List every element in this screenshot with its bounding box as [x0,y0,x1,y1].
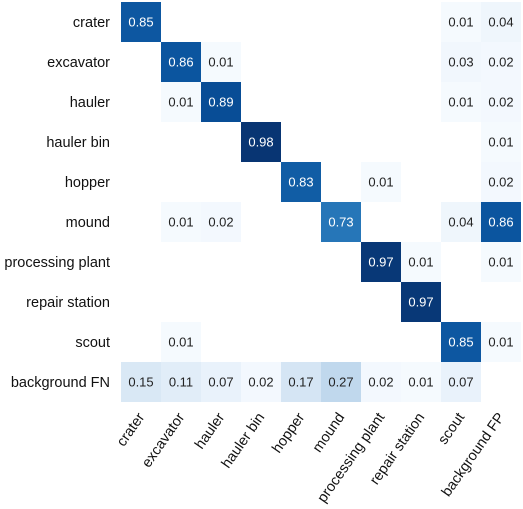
heatmap-value-label: 0.85 [128,15,153,30]
heatmap-value-label: 0.97 [408,295,433,310]
heatmap-value-label: 0.89 [208,95,233,110]
heatmap-cells [121,2,521,402]
heatmap-cell [121,362,161,402]
heatmap-value-label: 0.83 [288,175,313,190]
row-label-scout: scout [75,335,110,351]
heatmap-cell [201,82,241,122]
heatmap-cell [241,122,281,162]
heatmap-cell [161,42,201,82]
heatmap-value-label: 0.02 [488,175,513,190]
heatmap-value-label: 0.02 [248,375,273,390]
row-label-processing-plant: processing plant [4,255,110,271]
heatmap-cell [321,362,361,402]
heatmap-cell [441,82,481,122]
row-label-repair-station: repair station [26,295,110,311]
heatmap-cell [161,362,201,402]
heatmap-cell [481,322,521,362]
heatmap-value-label: 0.01 [208,55,233,70]
heatmap-cell [161,202,201,242]
heatmap-value-label: 0.85 [448,335,473,350]
heatmap-cell [481,202,521,242]
heatmap-value-label: 0.01 [408,375,433,390]
col-label-mound: mound [310,410,349,456]
row-label-mound: mound [66,215,110,231]
row-label-hauler: hauler [70,95,110,111]
heatmap-value-label: 0.02 [368,375,393,390]
heatmap-value-label: 0.01 [448,15,473,30]
heatmap-value-label: 0.98 [248,135,273,150]
row-label-excavator: excavator [47,55,110,71]
heatmap-cell [241,362,281,402]
heatmap-cell [481,242,521,282]
heatmap-value-label: 0.03 [448,55,473,70]
heatmap-cell [321,202,361,242]
heatmap-cell [201,202,241,242]
heatmap-cell [361,242,401,282]
heatmap-cell [121,2,161,42]
heatmap-cell [361,362,401,402]
col-label-scout: scout [435,410,468,448]
heatmap-value-label: 0.73 [328,215,353,230]
heatmap-cell [481,2,521,42]
col-label-hopper: hopper [269,410,308,456]
heatmap-value-label: 0.86 [488,215,513,230]
heatmap-value-label: 0.07 [448,375,473,390]
heatmap-cell [401,362,441,402]
heatmap-cell [441,322,481,362]
heatmap-value-labels: 0.85 0.01 0.04 0.86 0.01 0.03 0.02 0.01 0.89 0.01… [128,15,513,390]
heatmap-cell [441,202,481,242]
heatmap-cell [481,122,521,162]
heatmap-cell [481,82,521,122]
heatmap-cell [361,162,401,202]
heatmap-value-label: 0.01 [368,175,393,190]
heatmap-value-label: 0.01 [168,95,193,110]
heatmap-cell [161,322,201,362]
heatmap-value-label: 0.01 [168,335,193,350]
heatmap-value-label: 0.27 [328,375,353,390]
heatmap-cell [201,362,241,402]
heatmap-cell [481,42,521,82]
heatmap-cell [401,282,441,322]
heatmap-value-label: 0.15 [128,375,153,390]
heatmap-cell [481,162,521,202]
heatmap-cell [441,362,481,402]
y-axis-tick-labels: crater excavator hauler hauler bin hopper mou… [4,15,110,391]
col-label-hauler: hauler [192,410,228,452]
heatmap-value-label: 0.02 [488,55,513,70]
heatmap-value-label: 0.04 [488,15,513,30]
heatmap-value-label: 0.97 [368,255,393,270]
row-label-crater: crater [73,15,110,31]
heatmap-value-label: 0.04 [448,215,473,230]
heatmap-value-label: 0.86 [168,55,193,70]
heatmap-value-label: 0.02 [488,95,513,110]
heatmap-value-label: 0.02 [208,215,233,230]
heatmap-value-label: 0.01 [448,95,473,110]
heatmap-value-label: 0.01 [488,255,513,270]
row-label-hopper: hopper [65,175,110,191]
heatmap-value-label: 0.11 [169,375,193,390]
heatmap-cell [201,42,241,82]
heatmap-cell [161,82,201,122]
heatmap-cell [441,2,481,42]
heatmap-value-label: 0.01 [408,255,433,270]
row-label-hauler-bin: hauler bin [46,135,110,151]
heatmap-cell [441,42,481,82]
col-label-crater: crater [114,410,148,450]
heatmap-value-label: 0.01 [488,335,513,350]
heatmap-cell [281,362,321,402]
heatmap-cell [401,242,441,282]
row-label-background-fn: background FN [11,375,110,391]
heatmap-value-label: 0.17 [288,375,313,390]
heatmap-value-label: 0.01 [168,215,193,230]
heatmap-value-label: 0.07 [208,375,233,390]
heatmap-value-label: 0.01 [488,135,513,150]
heatmap-cell [281,162,321,202]
